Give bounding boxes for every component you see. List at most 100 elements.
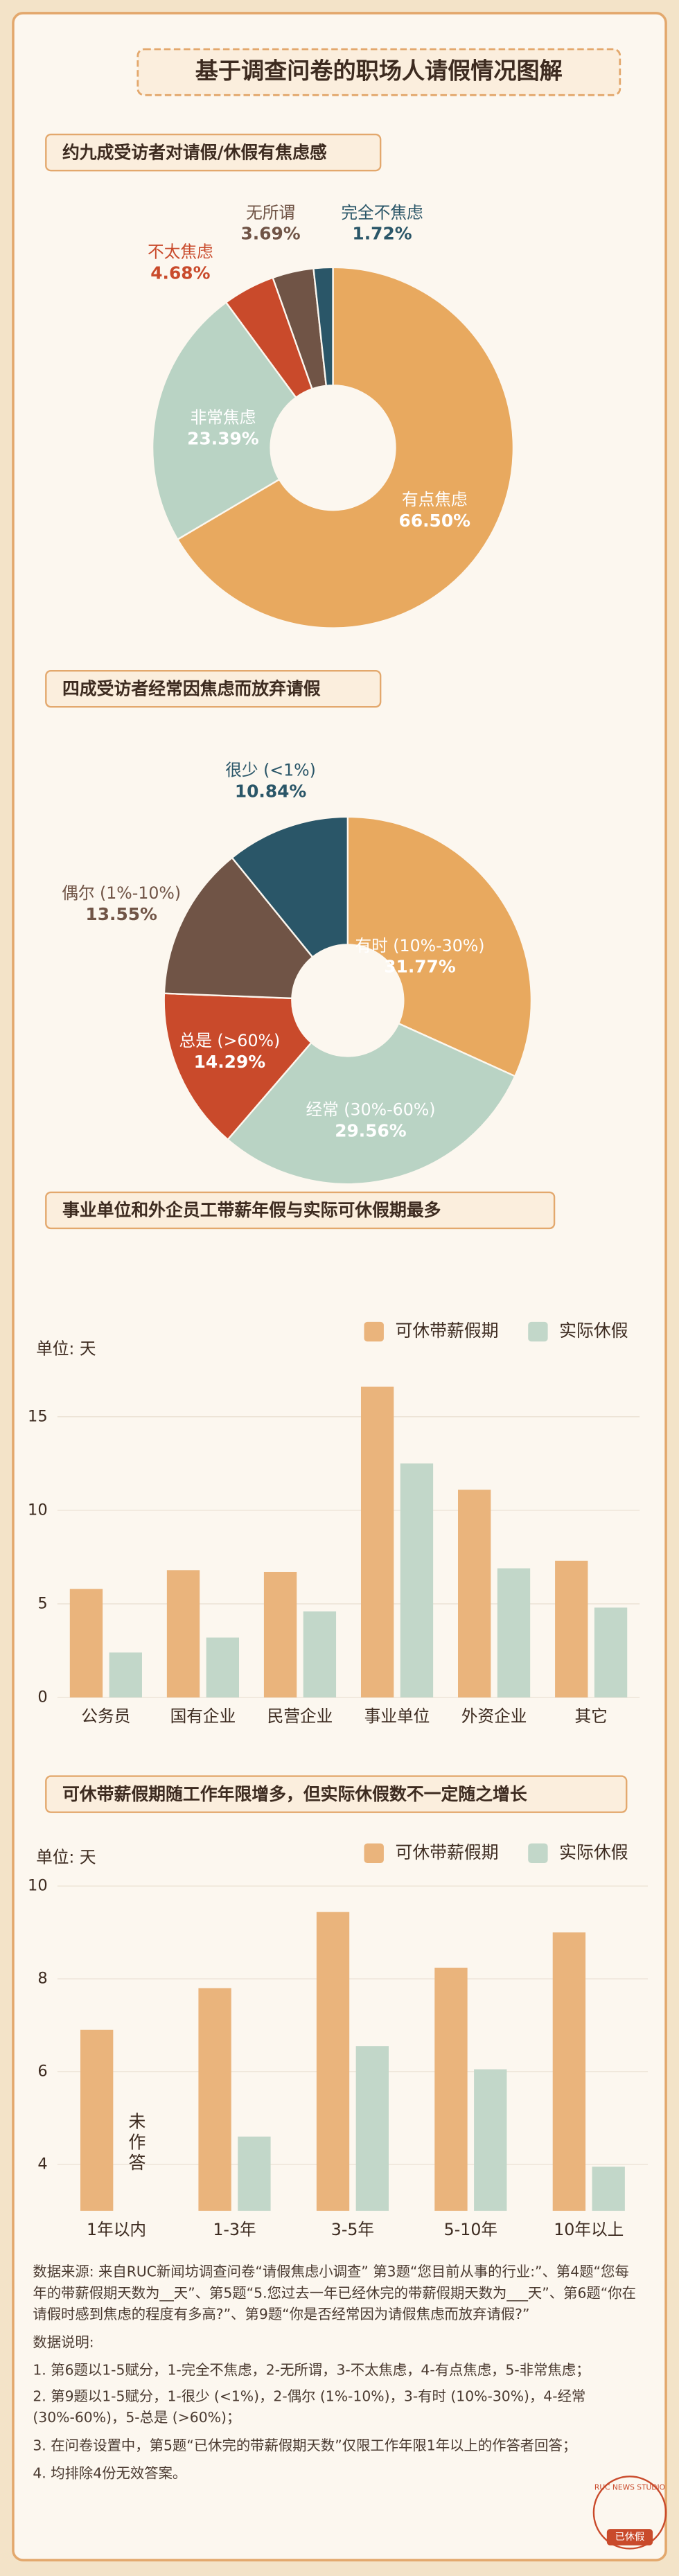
y-tick-label: 15 <box>28 1407 48 1425</box>
bar <box>80 2029 114 2211</box>
donut-slice <box>163 856 314 1000</box>
notes: 数据来源: 来自RUC新闻坊调查问卷“请假焦虑小调查” 第3题“您目前从事的行业… <box>33 2264 643 2487</box>
legend-swatch <box>528 1321 548 1342</box>
bar <box>594 1607 628 1697</box>
slice-value: 29.56% <box>335 1120 407 1140</box>
slice-value: 23.39% <box>187 428 259 448</box>
x-tick-label: 公务员 <box>81 1706 130 1726</box>
bar <box>206 1637 240 1697</box>
slice-label: 总是 (>60%) <box>179 1031 281 1050</box>
slice-label: 完全不焦虑 <box>341 203 423 222</box>
bar <box>166 1570 200 1697</box>
donut-slice <box>163 992 312 1141</box>
donut-slice <box>152 301 297 541</box>
legend-swatch <box>364 1843 384 1864</box>
notes-box: 数据来源: 来自RUC新闻坊调查问卷“请假焦虑小调查” 第3题“您目前从事的行业… <box>33 2264 643 2487</box>
bar <box>355 2046 389 2211</box>
bar <box>555 1560 588 1697</box>
bar <box>360 1386 394 1697</box>
stamp-label: 已休假 <box>615 2532 645 2543</box>
slice-label: 有点焦虑 <box>402 490 468 509</box>
slice-value: 13.55% <box>85 904 157 924</box>
y-tick-label: 10 <box>28 1501 48 1519</box>
x-tick-label: 民营企业 <box>267 1706 333 1726</box>
slice-value: 3.69% <box>240 224 300 244</box>
stamp-ring-text: RUC NEWS STUDIO <box>594 2482 665 2491</box>
bar <box>497 1568 531 1697</box>
x-tick-label: 1-3年 <box>213 2220 256 2239</box>
y-tick-label: 6 <box>37 2063 47 2081</box>
slice-label: 经常 (30%-60%) <box>306 1100 435 1120</box>
bar <box>434 1968 468 2211</box>
page-title: 基于调查问卷的职场人请假情况图解 <box>195 58 563 85</box>
donut-slice <box>231 815 349 959</box>
slice-label: 有时 (10%-30%) <box>355 936 484 955</box>
bar <box>109 1652 142 1697</box>
y-tick-label: 0 <box>37 1688 47 1706</box>
bar <box>474 2069 507 2211</box>
notes-item: 4. 均排除4份无效答案。 <box>33 2467 187 2484</box>
donut-slice <box>176 266 515 629</box>
section-title: 事业单位和外企员工带薪年假与实际可休假期最多 <box>62 1200 441 1220</box>
x-tick-label: 10年以上 <box>554 2220 624 2239</box>
y-axis-label: 单位: 天 <box>36 1847 96 1867</box>
legend-label: 可休带薪假期 <box>395 1842 498 1862</box>
slice-value: 4.68% <box>150 263 210 283</box>
annotation: 未作答 <box>126 2112 146 2174</box>
x-tick-label: 外资企业 <box>461 1706 527 1726</box>
section-title: 约九成受访者对请假/休假有焦虑感 <box>62 142 327 162</box>
section-header-bg <box>45 1191 556 1230</box>
notes-item: 1. 第6题以1-5赋分，1-完全不焦虑，2-无所谓，3-不太焦虑，4-有点焦虑… <box>33 2362 590 2379</box>
donut-slice <box>227 1022 516 1185</box>
legend-label: 实际休假 <box>559 1842 628 1862</box>
panel <box>12 12 667 2561</box>
section-header-bg <box>45 133 382 172</box>
x-tick-label: 事业单位 <box>364 1706 430 1726</box>
donut-slice <box>346 815 533 1077</box>
notes-source: 数据来源: 来自RUC新闻坊调查问卷“请假焦虑小调查” 第3题“您目前从事的行业… <box>33 2264 637 2324</box>
bar <box>316 1912 350 2211</box>
slice-value: 14.29% <box>194 1052 266 1072</box>
slice-value: 66.50% <box>399 511 471 531</box>
legend-label: 可休带薪假期 <box>395 1321 498 1341</box>
bar <box>263 1571 297 1697</box>
y-tick-label: 8 <box>37 1970 47 1988</box>
x-tick-label: 1年以内 <box>87 2220 146 2239</box>
slice-label: 不太焦虑 <box>148 242 213 262</box>
stamp-ring <box>592 2476 667 2550</box>
y-axis-label: 单位: 天 <box>36 1339 96 1359</box>
bar <box>400 1463 434 1697</box>
slice-value: 31.77% <box>384 957 456 977</box>
title-banner <box>136 48 621 96</box>
bar <box>552 1932 586 2211</box>
y-tick-label: 5 <box>37 1594 47 1612</box>
slice-label: 无所谓 <box>246 203 295 222</box>
section-header-bg <box>45 669 382 708</box>
x-tick-label: 5-10年 <box>444 2220 497 2239</box>
notes-heading: 数据说明: <box>33 2334 94 2352</box>
bar <box>303 1611 337 1697</box>
bar <box>69 1589 103 1697</box>
notes-item: 2. 第9题以1-5赋分，1-很少 (<1%)，2-偶尔 (1%-10%)，3-… <box>33 2390 586 2428</box>
y-tick-label: 10 <box>28 1877 48 1895</box>
legend-swatch <box>364 1321 384 1342</box>
slice-value: 10.84% <box>235 781 307 801</box>
bar <box>592 2167 625 2211</box>
y-tick-label: 4 <box>37 2155 47 2173</box>
slice-label: 偶尔 (1%-10%) <box>62 883 181 903</box>
legend-label: 实际休假 <box>559 1321 628 1341</box>
section-header-bg <box>45 1775 628 1813</box>
notes-item: 3. 在问卷设置中，第5题“已休完的带薪假期天数”仅限工作年限1年以上的作答者回… <box>33 2439 577 2456</box>
legend-swatch <box>528 1843 548 1864</box>
section-title: 可休带薪假期随工作年限增多，但实际休假数不一定随之增长 <box>62 1784 527 1804</box>
bar <box>458 1490 491 1697</box>
x-tick-label: 其它 <box>574 1706 607 1726</box>
bar <box>198 1988 231 2211</box>
section-title: 四成受访者经常因焦虑而放弃请假 <box>62 678 321 698</box>
slice-label: 很少 (<1%) <box>225 761 316 780</box>
bar <box>238 2136 271 2211</box>
x-tick-label: 3-5年 <box>331 2220 374 2239</box>
donut-slice <box>312 266 334 387</box>
